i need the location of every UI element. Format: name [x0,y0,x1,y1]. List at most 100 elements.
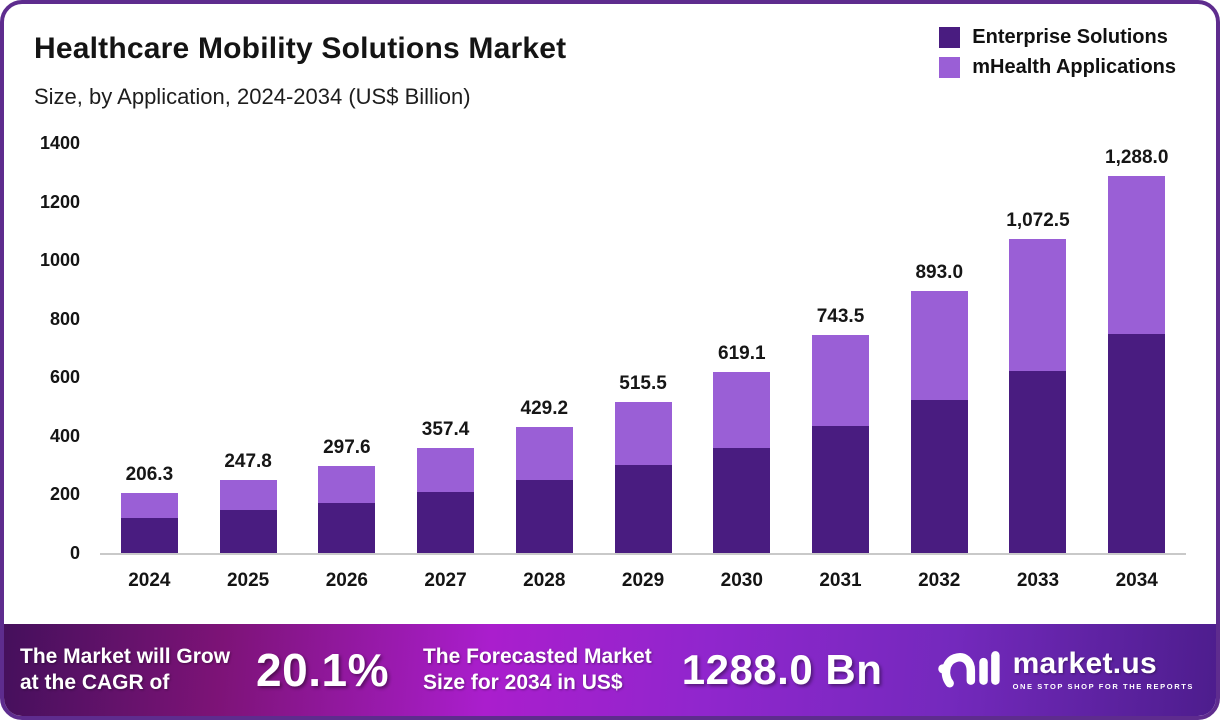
x-axis-label-2025: 2025 [226,570,270,591]
bar-column-2031: 743.5 [791,122,890,553]
bar-2033 [1009,238,1067,553]
page-subtitle: Size, by Application, 2024-2034 (US$ Bil… [34,84,471,109]
y-axis-tick-label: 400 [49,425,80,446]
x-axis-label-2031: 2031 [819,570,862,591]
x-axis-label-2033: 2033 [1016,570,1060,591]
x-axis-label-2032: 2032 [918,570,961,591]
bar-column-2034: 1,288.0 [1087,122,1186,553]
cagr-text: The Market will Grow at the CAGR of [20,644,230,695]
brand-text: market.us ONE STOP SHOP FOR THE REPORTS [1013,649,1194,691]
y-axis-tick-label: 0 [69,543,80,563]
bar-2030-enterprise-segment [713,448,771,553]
bar-2028 [515,427,573,553]
bar-2029-mhealth-segment [614,402,672,465]
bar-2024-mhealth-segment [120,492,178,519]
bar-2024 [120,492,178,553]
total-label-2033: 1,072.5 [1006,209,1070,231]
forecast-value: 1288.0 Bn [681,646,883,693]
bar-2033-enterprise-segment [1009,370,1067,553]
bar-2026 [318,465,376,553]
bar-2024-enterprise-segment [120,518,178,553]
x-axis-label-2028: 2028 [523,570,566,591]
bar-2025-enterprise-segment [219,510,277,553]
bar-2031-mhealth-segment [812,335,869,427]
total-label-2031: 743.5 [816,306,865,328]
x-axis-label-2024: 2024 [128,570,171,591]
x-axis: 2024 2025 2026 2027 2028 2029 2030 2031 2032 2033… [100,570,1186,592]
enterprise-swatch-icon [939,27,961,48]
brand-tagline: ONE STOP SHOP FOR THE REPORTS [1012,682,1194,692]
bar-column-2028: 429.2 [495,122,594,553]
x-axis-label-2026: 2026 [325,570,368,591]
y-axis-tick-label: 200 [49,484,80,505]
legend-item-enterprise: Enterprise Solutions [939,26,1176,49]
page-title: Healthcare Mobility Solutions Market [34,32,567,65]
total-label-2030: 619.1 [718,342,766,364]
total-label-2028: 429.2 [520,398,569,420]
bar-2031-enterprise-segment [812,426,869,553]
bar-2027 [417,448,475,553]
bar-column-2029: 515.5 [594,122,693,553]
bar-2034-mhealth-segment [1108,175,1166,334]
x-axis-label-2027: 2027 [424,570,467,591]
x-axis-label-2034: 2034 [1115,570,1158,591]
bar-2030 [713,371,771,553]
brand-lockup: market.us ONE STOP SHOP FOR THE REPORTS [937,641,1194,700]
bar-column-2030: 619.1 [692,122,791,553]
bar-2028-mhealth-segment [515,427,573,480]
bar-2030-mhealth-segment [713,371,771,449]
bar-column-2024: 206.3 [100,122,199,553]
footer-banner: The Market will Grow at the CAGR of 20.1… [4,624,1216,716]
bar-2026-mhealth-segment [318,465,376,504]
bar-2031 [812,335,869,553]
bar-column-2032: 893.0 [890,122,989,553]
x-axis-line [100,553,1186,555]
bar-2033-mhealth-segment [1009,238,1067,371]
cagr-value: 20.1% [256,644,389,696]
brand-name: market.us [1012,647,1158,681]
chart-region: 0 200 400 600 800 1000 1200 1400 206.3 247.8 297.… [4,122,1216,622]
bar-2027-enterprise-segment [417,492,475,553]
bar-column-2026: 297.6 [297,122,396,553]
bar-2029-enterprise-segment [614,464,672,553]
bars-row: 206.3 247.8 297.6 357.4 429.2 515.5 619.1 743.5… [100,122,1186,553]
bar-2034 [1108,175,1166,553]
bar-column-2025: 247.8 [199,122,298,553]
legend-label: mHealth Applications [972,56,1176,78]
forecast-text-line1: The Forecasted Market [422,645,652,669]
mhealth-swatch-icon [939,57,961,78]
bar-2025 [219,480,277,553]
bar-column-2033: 1,072.5 [989,122,1088,553]
total-label-2024: 206.3 [125,463,174,485]
cagr-text-line2: at the CAGR of [20,671,170,694]
bar-2026-enterprise-segment [318,503,376,553]
bar-2032 [910,291,968,553]
total-label-2026: 297.6 [323,436,371,458]
total-label-2032: 893.0 [915,262,964,284]
total-label-2034: 1,288.0 [1105,146,1169,168]
cagr-text-line1: The Market will Grow [20,645,231,669]
y-axis-tick-label: 600 [49,367,80,388]
market-us-logo-icon [937,641,1003,700]
bar-2027-mhealth-segment [417,448,475,493]
y-axis-tick-label: 1200 [39,191,80,212]
bar-2032-enterprise-segment [910,399,968,553]
bar-2034-enterprise-segment [1108,333,1166,553]
bar-2028-enterprise-segment [515,479,573,553]
legend: Enterprise Solutions mHealth Application… [939,26,1176,79]
y-axis-tick-label: 1000 [39,250,80,271]
total-label-2029: 515.5 [619,373,667,395]
forecast-text: The Forecasted Market Size for 2034 in U… [423,644,652,695]
x-axis-label-2030: 2030 [720,570,763,591]
total-label-2025: 247.8 [224,451,272,473]
total-label-2027: 357.4 [421,419,470,441]
y-axis-tick-label: 800 [49,308,80,329]
y-axis-tick-label: 1400 [39,133,80,153]
legend-label: Enterprise Solutions [972,26,1168,48]
bar-column-2027: 357.4 [396,122,495,553]
legend-item-mhealth: mHealth Applications [939,56,1176,79]
x-axis-label-2029: 2029 [621,570,665,591]
forecast-text-line2: Size for 2034 in US$ [422,671,623,694]
bar-2032-mhealth-segment [910,291,968,400]
